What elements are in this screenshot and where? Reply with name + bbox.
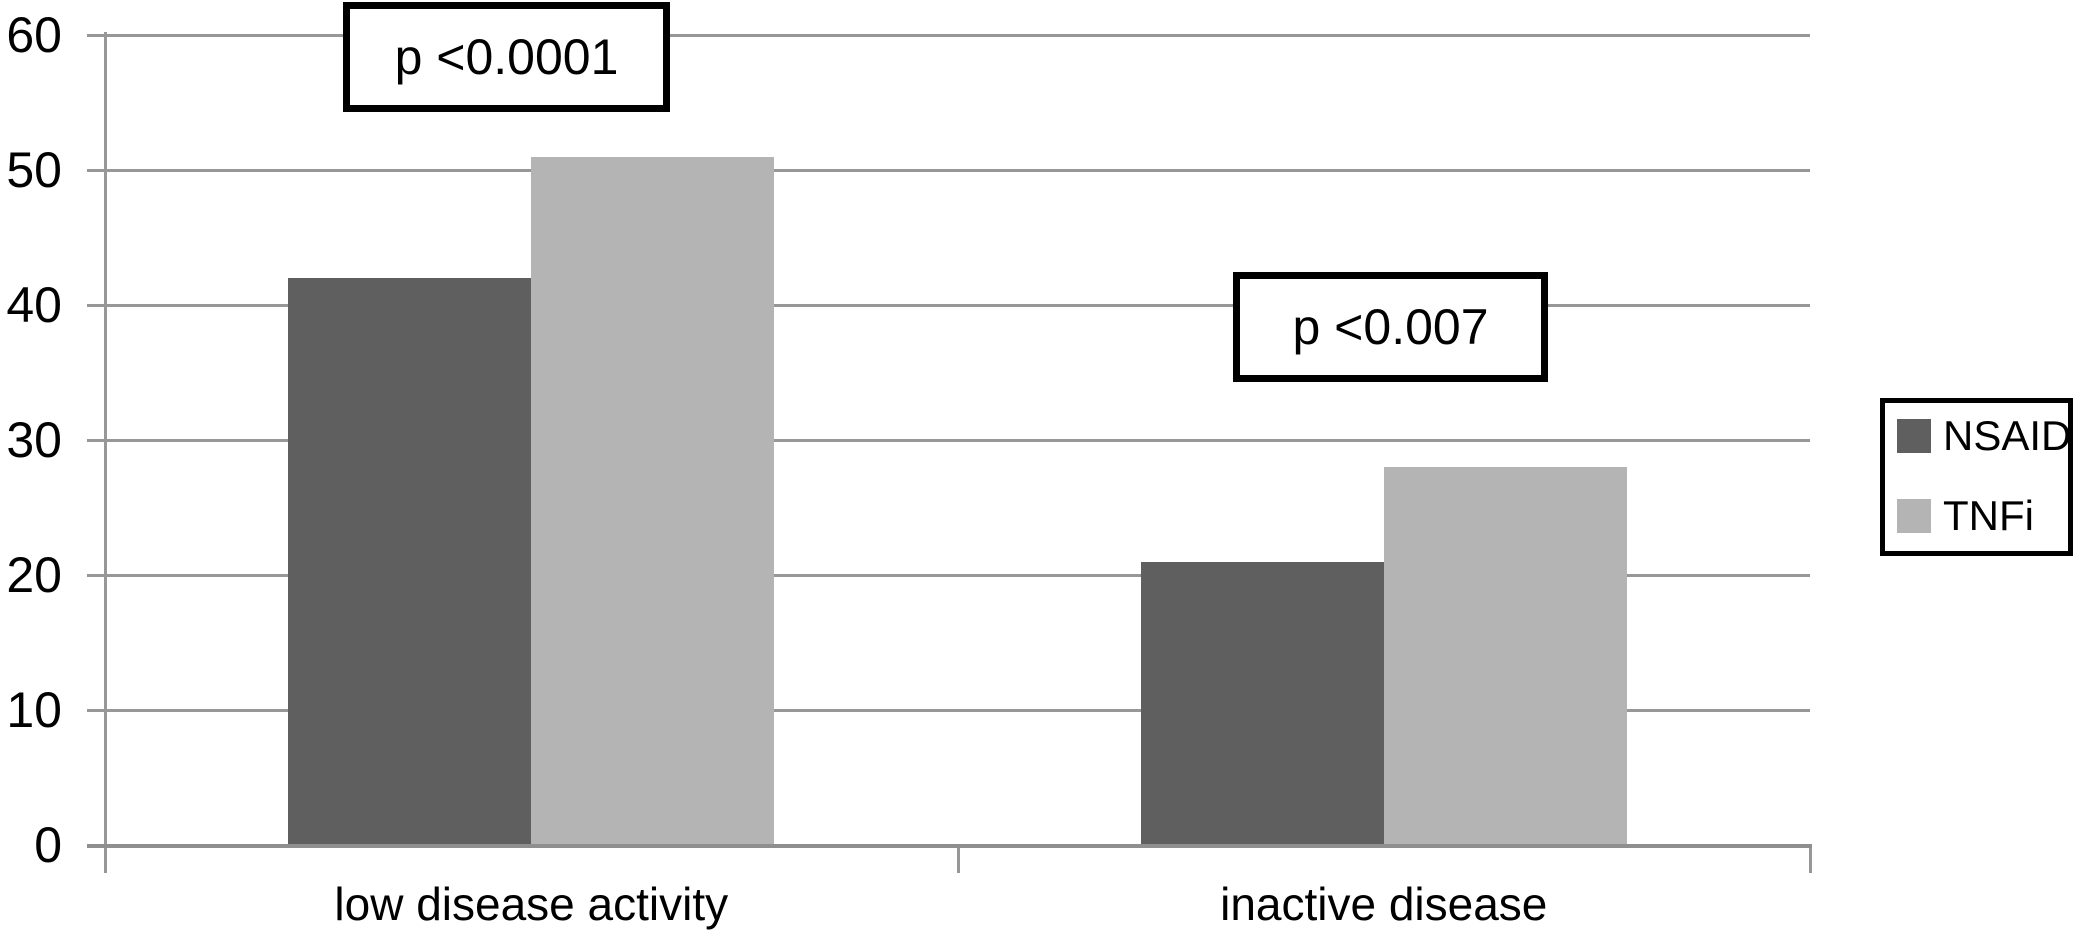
p-value-box-group1: p <0.0001 xyxy=(343,2,670,112)
y-axis xyxy=(104,32,107,873)
y-tick-label-40: 40 xyxy=(6,277,62,333)
x-axis xyxy=(87,844,1812,848)
bar-tnfi-group2 xyxy=(1383,467,1627,845)
legend-label-nsaid: NSAID xyxy=(1943,412,2072,459)
gridline-10 xyxy=(87,709,1810,712)
legend-swatch-tnfi-icon xyxy=(1897,499,1931,533)
legend-swatch-nsaid-icon xyxy=(1897,419,1931,453)
gridline-60 xyxy=(87,34,1810,37)
bar-tnfi-group1 xyxy=(531,156,775,845)
category-label-group1: low disease activity xyxy=(334,878,729,930)
y-tick-label-50: 50 xyxy=(6,142,62,198)
p-value-box-group2: p <0.007 xyxy=(1233,272,1548,382)
y-tick-label-60: 60 xyxy=(6,7,62,63)
gridline-20 xyxy=(87,574,1810,577)
gridline-50 xyxy=(87,169,1810,172)
legend: NSAID TNFi xyxy=(1880,398,2073,556)
legend-item-nsaid: NSAID xyxy=(1897,412,2072,459)
gridline-40 xyxy=(87,304,1810,307)
x-axis-tick xyxy=(956,845,960,873)
y-tick-label-10: 10 xyxy=(6,682,62,738)
y-tick-label-0: 0 xyxy=(34,817,62,873)
bar-nsaid-group1 xyxy=(288,278,532,845)
gridline-30 xyxy=(87,439,1810,442)
legend-label-tnfi: TNFi xyxy=(1943,492,2034,539)
category-label-group2: inactive disease xyxy=(1220,878,1548,930)
y-tick-label-20: 20 xyxy=(6,547,62,603)
legend-item-tnfi: TNFi xyxy=(1897,495,2068,537)
bar-nsaid-group2 xyxy=(1140,561,1384,845)
y-tick-label-30: 30 xyxy=(6,412,62,468)
x-axis-tick xyxy=(1809,845,1812,873)
